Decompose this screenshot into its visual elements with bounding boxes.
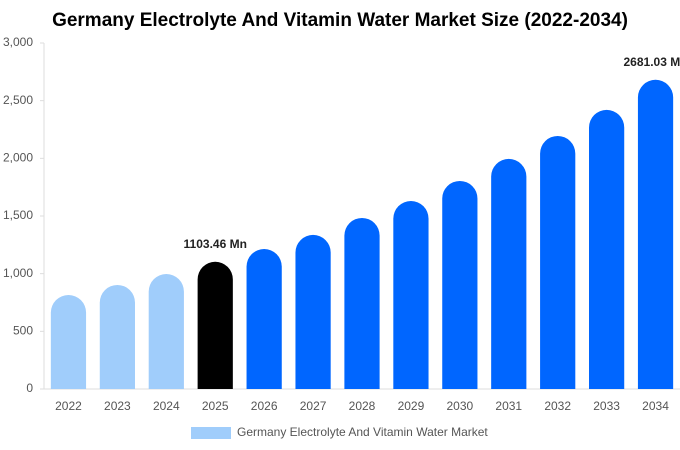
legend-swatch <box>191 427 231 439</box>
y-tick-label: 1,000 <box>3 266 33 280</box>
bar <box>344 217 380 389</box>
x-tick-label: 2023 <box>104 399 131 413</box>
bar <box>589 109 625 389</box>
bar <box>442 180 478 389</box>
bar <box>148 274 184 389</box>
x-tick-label: 2027 <box>300 399 327 413</box>
y-tick-label: 3,000 <box>3 35 33 49</box>
x-tick-label: 2034 <box>642 399 669 413</box>
x-tick-label: 2026 <box>251 399 278 413</box>
bar <box>246 249 282 389</box>
bar <box>637 79 674 390</box>
bar <box>491 158 527 389</box>
bar <box>197 261 233 389</box>
bar <box>540 135 576 389</box>
bar <box>99 284 135 389</box>
bar <box>50 295 87 389</box>
x-tick-label: 2029 <box>398 399 425 413</box>
value-label: 2681.03 Mn <box>624 55 680 69</box>
x-tick-label: 2024 <box>153 399 180 413</box>
x-tick-label: 2030 <box>446 399 473 413</box>
bar <box>393 201 429 389</box>
y-tick-label: 0 <box>26 381 33 395</box>
x-tick-label: 2031 <box>495 399 522 413</box>
y-tick-label: 2,500 <box>3 93 33 107</box>
x-tick-label: 2033 <box>593 399 620 413</box>
chart-title: Germany Electrolyte And Vitamin Water Ma… <box>52 10 628 31</box>
x-tick-label: 2028 <box>349 399 376 413</box>
y-tick-label: 500 <box>13 324 33 338</box>
bar <box>295 234 331 389</box>
x-tick-label: 2032 <box>544 399 571 413</box>
y-tick-label: 2,000 <box>3 151 33 165</box>
y-tick-label: 1,500 <box>3 208 33 222</box>
x-tick-label: 2025 <box>202 399 229 413</box>
value-label: 1103.46 Mn <box>184 237 247 251</box>
x-tick-label: 2022 <box>55 399 82 413</box>
legend-label: Germany Electrolyte And Vitamin Water Ma… <box>237 425 488 439</box>
